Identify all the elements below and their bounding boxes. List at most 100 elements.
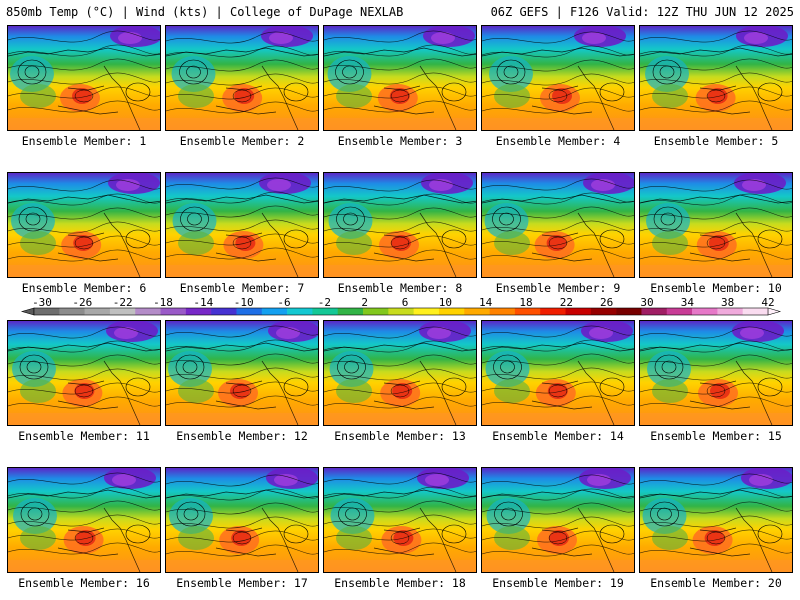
ensemble-panel xyxy=(7,172,161,278)
ensemble-panel xyxy=(165,467,319,573)
ensemble-panel xyxy=(323,172,477,278)
ensemble-panel xyxy=(7,320,161,426)
ensemble-panel xyxy=(7,25,161,131)
colorbar-tick-label: 14 xyxy=(479,296,493,309)
colorbar-segment xyxy=(540,308,566,315)
temperature-map xyxy=(324,468,476,572)
colorbar-segment xyxy=(160,308,187,315)
colorbar-tick-label: 34 xyxy=(681,296,695,309)
ensemble-panel xyxy=(639,320,793,426)
ensemble-panel xyxy=(165,25,319,131)
ensemble-member-label: Ensemble Member: 19 xyxy=(492,576,624,590)
temperature-map xyxy=(166,468,318,572)
ensemble-panel xyxy=(481,25,635,131)
colorbar-tick-label: 42 xyxy=(761,296,774,309)
colorbar-tick-label: -18 xyxy=(153,296,173,309)
colorbar-tick-label: -30 xyxy=(32,296,52,309)
temperature-map xyxy=(482,173,634,277)
colorbar-segment xyxy=(413,308,440,315)
ensemble-member-label: Ensemble Member: 6 xyxy=(21,281,147,295)
temperature-map xyxy=(324,26,476,130)
colorbar-segment xyxy=(388,308,414,315)
ensemble-panel xyxy=(481,467,635,573)
ensemble-member-label: Ensemble Member: 18 xyxy=(334,576,466,590)
colorbar-tick-label: -22 xyxy=(113,296,133,309)
colorbar-segment xyxy=(438,308,465,315)
colorbar-segment xyxy=(692,308,718,315)
colorbar-tick-label: 6 xyxy=(402,296,409,309)
temperature-map xyxy=(8,173,160,277)
ensemble-panel xyxy=(639,25,793,131)
colorbar-segment xyxy=(742,308,769,315)
ensemble-panel xyxy=(323,320,477,426)
colorbar-segment xyxy=(590,308,617,315)
temperature-map xyxy=(482,468,634,572)
ensemble-member-label: Ensemble Member: 10 xyxy=(650,281,782,295)
colorbar-segment xyxy=(211,308,237,315)
colorbar-left-arrow xyxy=(20,307,35,316)
colorbar-segment xyxy=(109,308,136,315)
ensemble-panel xyxy=(165,172,319,278)
ensemble-member-label: Ensemble Member: 1 xyxy=(21,134,147,148)
ensemble-member-label: Ensemble Member: 15 xyxy=(650,429,782,443)
ensemble-member-label: Ensemble Member: 20 xyxy=(650,576,782,590)
ensemble-panel xyxy=(639,467,793,573)
colorbar-segment xyxy=(363,308,389,315)
ensemble-member-label: Ensemble Member: 14 xyxy=(492,429,624,443)
temperature-map xyxy=(640,321,792,425)
colorbar-tick-label: 30 xyxy=(640,296,653,309)
temperature-map xyxy=(324,321,476,425)
header-left-title: 850mb Temp (°C) | Wind (kts) | College o… xyxy=(6,5,404,19)
ensemble-panel xyxy=(323,25,477,131)
ensemble-panel xyxy=(481,320,635,426)
ensemble-member-label: Ensemble Member: 17 xyxy=(176,576,308,590)
temperature-map xyxy=(8,468,160,572)
ensemble-member-label: Ensemble Member: 8 xyxy=(337,281,463,295)
colorbar-tick-label: -6 xyxy=(277,296,290,309)
colorbar-segment xyxy=(717,308,743,315)
ensemble-member-label: Ensemble Member: 12 xyxy=(176,429,308,443)
colorbar-segment xyxy=(337,308,364,315)
ensemble-panel xyxy=(165,320,319,426)
temperature-map xyxy=(640,26,792,130)
temperature-map xyxy=(8,321,160,425)
ensemble-member-label: Ensemble Member: 5 xyxy=(653,134,779,148)
ensemble-member-label: Ensemble Member: 13 xyxy=(334,429,466,443)
ensemble-member-label: Ensemble Member: 4 xyxy=(495,134,621,148)
temperature-map xyxy=(324,173,476,277)
colorbar-segment xyxy=(84,308,111,315)
colorbar-tick-label: -26 xyxy=(72,296,92,309)
colorbar-segment xyxy=(514,308,541,315)
ensemble-member-label: Ensemble Member: 7 xyxy=(179,281,305,295)
colorbar-segment xyxy=(666,308,693,315)
colorbar-right-arrow xyxy=(767,307,782,316)
colorbar-segment xyxy=(565,308,592,315)
colorbar-tick-label: 38 xyxy=(721,296,734,309)
colorbar-tick-label: 22 xyxy=(560,296,573,309)
ensemble-member-label: Ensemble Member: 9 xyxy=(495,281,621,295)
colorbar-segment xyxy=(34,308,60,315)
ensemble-member-label: Ensemble Member: 11 xyxy=(18,429,150,443)
temperature-map xyxy=(482,321,634,425)
ensemble-panel xyxy=(639,172,793,278)
temperature-map xyxy=(482,26,634,130)
colorbar-segment xyxy=(59,308,85,315)
colorbar-segment xyxy=(236,308,263,315)
temperature-map xyxy=(166,173,318,277)
header-right-title: 06Z GEFS | F126 Valid: 12Z THU JUN 12 20… xyxy=(490,5,794,19)
colorbar-tick-label: -14 xyxy=(193,296,213,309)
colorbar-tick-label: 18 xyxy=(519,296,532,309)
colorbar-segment xyxy=(464,308,490,315)
colorbar-segment xyxy=(287,308,313,315)
temperature-map xyxy=(640,468,792,572)
ensemble-panel xyxy=(323,467,477,573)
colorbar-segment xyxy=(489,308,516,315)
colorbar-segment xyxy=(185,308,212,315)
colorbar-segment xyxy=(312,308,339,315)
colorbar-tick-label: 2 xyxy=(361,296,368,309)
temperature-map xyxy=(640,173,792,277)
colorbar-tick-label: -10 xyxy=(234,296,254,309)
temperature-map xyxy=(8,26,160,130)
ensemble-member-label: Ensemble Member: 2 xyxy=(179,134,305,148)
